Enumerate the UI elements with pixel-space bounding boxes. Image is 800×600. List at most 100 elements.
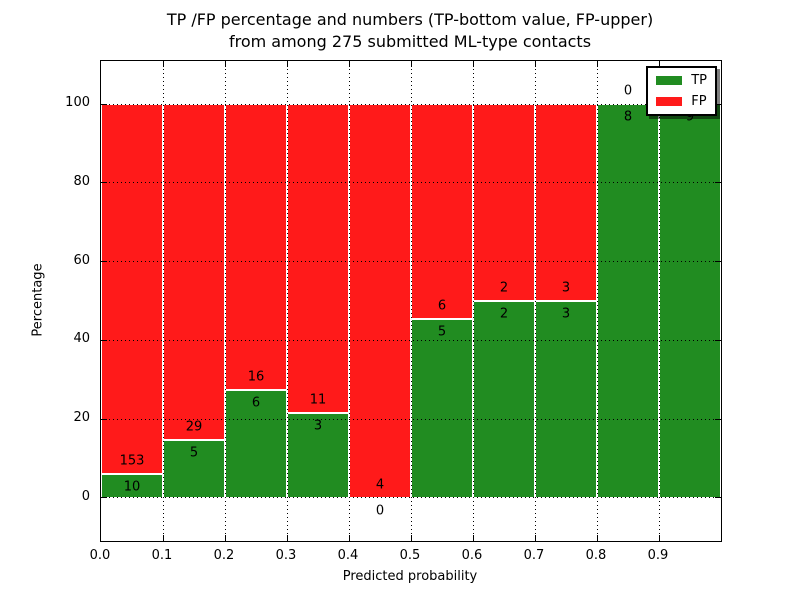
fp-bar-segment: [535, 104, 597, 301]
horizontal-gridline: [101, 182, 721, 184]
y-axis-tick: [101, 339, 107, 341]
y-tick-label: 100: [65, 95, 90, 111]
legend-label-fp: FP: [691, 94, 707, 109]
x-tick-label: 0.2: [213, 548, 235, 563]
tp-count-label: 10: [123, 479, 141, 495]
tp-count-label: 0: [375, 503, 385, 519]
x-tick-label: 0.5: [399, 548, 421, 563]
tp-count-label: 6: [251, 395, 261, 411]
vertical-gridline: [534, 61, 536, 541]
y-axis-tick: [715, 497, 721, 499]
x-axis-tick: [596, 61, 598, 67]
x-tick-label: 0.7: [523, 548, 545, 563]
tp-bar-segment: [101, 473, 163, 498]
x-axis-tick: [410, 61, 412, 67]
y-tick-label: 20: [73, 410, 90, 426]
tp-bar-segment: [287, 413, 349, 498]
vertical-gridline: [286, 61, 288, 541]
fp-count-label: 0: [623, 83, 633, 99]
x-axis-tick: [224, 61, 226, 67]
x-axis-tick: [162, 61, 164, 67]
vertical-gridline: [162, 61, 164, 541]
legend-entry-fp: FP: [656, 95, 707, 108]
vertical-gridline: [224, 61, 226, 541]
vertical-gridline: [348, 61, 350, 541]
y-axis-tick: [101, 182, 107, 184]
tp-count-label: 8: [623, 109, 633, 125]
fp-count-label: 153: [119, 453, 145, 469]
x-axis-tick: [286, 61, 288, 67]
y-tick-label: 80: [73, 173, 90, 189]
tp-count-label: 5: [189, 445, 199, 461]
horizontal-gridline: [101, 497, 721, 499]
fp-bar-segment: [287, 104, 349, 414]
fp-count-label: 2: [499, 280, 509, 296]
x-axis-tick: [658, 535, 660, 541]
x-axis-tick: [534, 61, 536, 67]
y-axis-tick: [101, 497, 107, 499]
fp-count-label: 6: [437, 298, 447, 314]
fp-count-label: 29: [185, 419, 203, 435]
x-axis-tick: [534, 535, 536, 541]
tp-bar-segment: [535, 301, 597, 498]
fp-count-label: 16: [247, 369, 265, 385]
fp-count-label: 3: [561, 280, 571, 296]
horizontal-gridline: [101, 339, 721, 341]
fp-bar-segment: [349, 104, 411, 498]
y-axis-tick: [715, 339, 721, 341]
y-axis-tick: [101, 261, 107, 263]
plot-area: 15310295166113406522330809 TP FP: [100, 60, 722, 542]
plot-layers: 15310295166113406522330809: [101, 61, 721, 541]
y-tick-label: 60: [73, 252, 90, 268]
x-axis-tick: [658, 61, 660, 67]
y-tick-label: 40: [73, 331, 90, 347]
y-tick-label: 0: [81, 488, 90, 504]
tp-color-swatch: [656, 76, 683, 85]
x-tick-label: 0.3: [275, 548, 297, 563]
tp-count-label: 3: [561, 306, 571, 322]
x-axis-tick: [472, 535, 474, 541]
fp-color-swatch: [656, 97, 683, 106]
y-axis-tick: [101, 418, 107, 420]
horizontal-gridline: [101, 103, 721, 105]
tp-bar-segment: [473, 301, 535, 498]
fp-count-label: 11: [309, 392, 327, 408]
legend-label-tp: TP: [691, 73, 707, 88]
x-axis-tick: [348, 61, 350, 67]
vertical-gridline: [472, 61, 474, 541]
horizontal-gridline: [101, 418, 721, 420]
chart-title-line1: TP /FP percentage and numbers (TP-bottom…: [166, 10, 654, 29]
fp-count-label: 4: [375, 477, 385, 493]
x-tick-label: 0.1: [151, 548, 173, 563]
vertical-gridline: [658, 61, 660, 541]
x-axis-tick: [410, 535, 412, 541]
y-axis-tick: [101, 103, 107, 105]
x-axis-tick: [596, 535, 598, 541]
x-axis-tick: [348, 535, 350, 541]
vertical-gridline: [596, 61, 598, 541]
chart-title: TP /FP percentage and numbers (TP-bottom…: [100, 9, 720, 53]
tp-bar-segment: [659, 104, 721, 498]
legend: TP FP: [646, 66, 717, 116]
x-tick-label: 0.4: [337, 548, 359, 563]
x-axis-tick: [224, 535, 226, 541]
legend-entry-tp: TP: [656, 74, 707, 87]
x-tick-label: 0.6: [461, 548, 483, 563]
tp-count-label: 9: [685, 109, 695, 125]
tp-bar-segment: [411, 318, 473, 498]
tp-bar-segment: [597, 104, 659, 498]
x-tick-label: 0.9: [647, 548, 669, 563]
y-axis-tick: [715, 418, 721, 420]
fp-bar-segment: [101, 104, 163, 474]
x-tick-label: 0.8: [585, 548, 607, 563]
horizontal-gridline: [101, 261, 721, 263]
fp-bar-segment: [473, 104, 535, 301]
fp-bar-segment: [225, 104, 287, 391]
x-axis-label: Predicted probability: [342, 569, 478, 584]
x-axis-tick: [286, 535, 288, 541]
vertical-gridline: [410, 61, 412, 541]
tp-bar-segment: [163, 439, 225, 498]
fp-bar-segment: [411, 104, 473, 319]
y-axis-tick: [715, 261, 721, 263]
